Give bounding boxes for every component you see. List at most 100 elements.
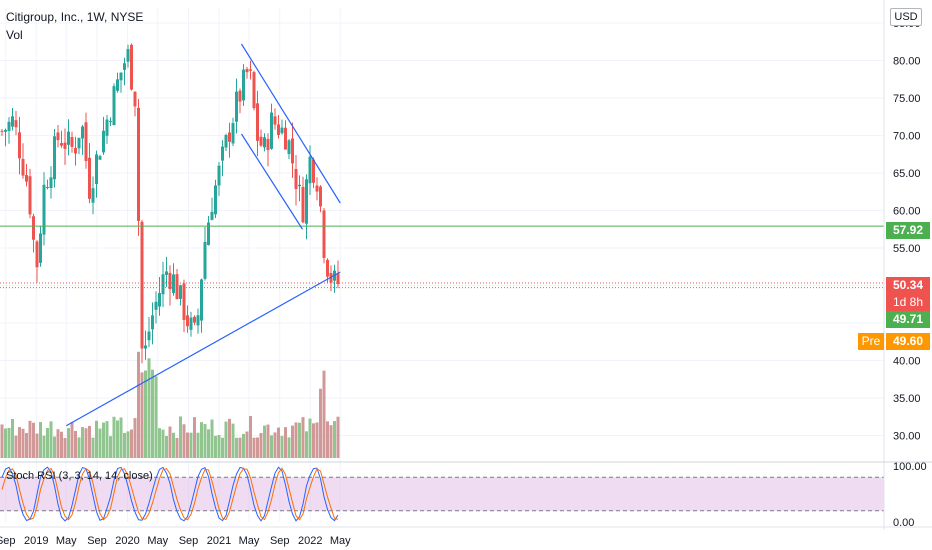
candle-body: [266, 138, 270, 151]
chart-title: Citigroup, Inc., 1W, NYSE: [6, 10, 144, 24]
candle-body: [242, 69, 245, 101]
candle-body: [81, 126, 84, 139]
volume-bar: [126, 431, 130, 458]
candle-body: [147, 331, 151, 341]
candle-body: [228, 132, 231, 142]
candle-body: [249, 69, 252, 71]
volume-bar: [84, 428, 88, 458]
candle-body: [7, 121, 11, 131]
candles: [0, 43, 340, 364]
candle-body: [158, 293, 161, 307]
candle-body: [168, 272, 172, 290]
volume-bar: [32, 422, 35, 458]
candle-body: [336, 273, 340, 285]
time-tick-label: Sep: [0, 535, 16, 547]
price-tick-label: 35.00: [893, 393, 921, 405]
candle-body: [18, 132, 21, 159]
time-tick-label: May: [239, 535, 260, 547]
volume-bar: [172, 432, 175, 458]
volume-bar: [336, 416, 340, 458]
candle-body: [21, 158, 25, 176]
candle-body: [140, 221, 144, 349]
candle-body: [144, 345, 147, 349]
volume-bar: [291, 425, 294, 458]
candle-body: [4, 129, 7, 132]
volume-bar: [305, 431, 308, 458]
currency-button[interactable]: USD: [890, 8, 922, 26]
candle-body: [63, 142, 67, 149]
volume-bar: [200, 422, 203, 458]
volume-bar: [312, 423, 315, 458]
candle-body: [32, 216, 35, 240]
candle-body: [277, 124, 280, 135]
candle-body: [77, 137, 81, 149]
candle-body: [130, 44, 133, 90]
candle-body: [165, 271, 168, 275]
candle-body: [98, 156, 102, 160]
volume-bar: [109, 436, 112, 458]
volume-bar: [308, 418, 312, 458]
volume-bar: [35, 433, 39, 458]
volume-bar: [224, 421, 228, 458]
candle-body: [109, 121, 112, 123]
candle-body: [133, 91, 137, 107]
candle-body: [298, 184, 301, 187]
volume-bar: [91, 437, 95, 458]
volume-bar: [287, 437, 291, 458]
candle-body: [203, 241, 207, 279]
candle-body: [308, 156, 312, 184]
volume-bar: [196, 432, 200, 458]
volume-bar: [186, 432, 189, 458]
candle-body: [207, 222, 210, 245]
volume-bar: [60, 431, 63, 458]
volume-bar: [4, 428, 7, 458]
volume-bar: [70, 422, 74, 458]
volume-bar: [203, 424, 207, 458]
candle-body: [315, 185, 319, 192]
candle-body: [14, 120, 18, 128]
candle-body: [126, 49, 130, 62]
volume-bar: [182, 424, 186, 458]
candle-body: [200, 279, 203, 321]
volume-bar: [151, 369, 154, 458]
volume-bar: [270, 435, 273, 458]
volume-bar: [53, 436, 56, 458]
candle-body: [280, 127, 284, 134]
stoch-rsi-label: Stoch RSI (3, 3, 14, 14, close): [6, 470, 153, 482]
candle-body: [84, 122, 88, 162]
volume-bar: [14, 435, 18, 458]
candle-body: [161, 274, 165, 295]
volume-bar: [266, 424, 270, 458]
candle-body: [256, 103, 259, 141]
volume-bar: [39, 421, 42, 458]
price-tick-label: 80.00: [893, 56, 921, 68]
volume-bar: [7, 427, 11, 458]
volume-bar: [207, 429, 210, 458]
candle-body: [0, 130, 4, 132]
candle-body: [46, 187, 49, 189]
candle-body: [53, 136, 56, 180]
candle-body: [193, 316, 196, 323]
trendline-channel-lower: [240, 133, 304, 230]
price-tick-label: 55.00: [893, 243, 921, 255]
candle-body: [182, 283, 186, 320]
candle-body: [294, 169, 298, 190]
candle-body: [123, 63, 126, 70]
candle-body: [175, 274, 179, 300]
candle-body: [88, 157, 91, 199]
candle-body: [291, 138, 294, 164]
candle-body: [252, 72, 256, 109]
stoch-tick-label: 100.00: [893, 461, 927, 473]
volume-bar: [294, 422, 298, 458]
candle-body: [217, 165, 221, 186]
price-tick-label: 70.00: [893, 131, 921, 143]
volume-bar: [329, 425, 333, 458]
volume-bar: [277, 427, 280, 458]
candle-body: [235, 91, 238, 122]
stoch-k-line: [1, 466, 339, 522]
volume-bar: [158, 428, 161, 458]
candle-body: [56, 132, 60, 141]
